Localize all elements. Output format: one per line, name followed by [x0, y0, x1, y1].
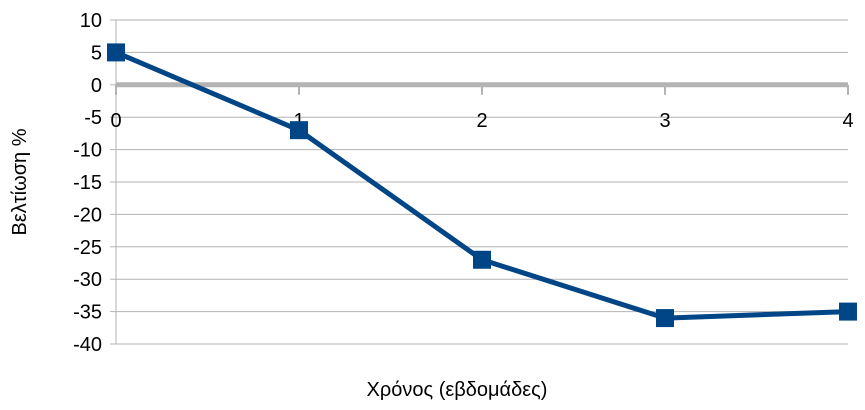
y-tick-labels: 10 5 0 -5 -10 -15 -20 -25 -30 -35 -40	[73, 10, 102, 356]
data-point-1	[290, 121, 308, 140]
y-tick-label--5: -5	[84, 107, 102, 129]
x-tick-label-3: 3	[659, 110, 670, 132]
y-tick-label-5: 5	[91, 42, 102, 64]
data-point-0	[107, 43, 125, 62]
data-point-4	[839, 302, 857, 321]
y-tick-label--20: -20	[73, 204, 102, 226]
y-tick-label-10: 10	[80, 10, 102, 32]
x-tick-label-1: 1	[293, 110, 304, 132]
y-tick-label--40: -40	[73, 334, 102, 356]
x-axis-label: Χρόνος (εβδομάδες)	[367, 379, 548, 401]
y-tick-label--30: -30	[73, 269, 102, 291]
x-tick-label-4: 4	[842, 110, 853, 132]
series-layer	[107, 43, 857, 328]
y-tick-label-0: 0	[91, 75, 102, 97]
y-tick-label--10: -10	[73, 140, 102, 162]
x-tick-label-0: 0	[110, 110, 121, 132]
x-tick-label-2: 2	[476, 110, 487, 132]
y-tick-label--25: -25	[73, 237, 102, 259]
y-axis-label: Βελτίωση %	[9, 128, 31, 235]
y-tick-label--15: -15	[73, 172, 102, 194]
axis-layer	[115, 20, 849, 344]
y-tick-label--35: -35	[73, 302, 102, 324]
data-point-3	[656, 309, 674, 328]
x-tick-labels: 0 1 2 3 4	[110, 110, 853, 132]
data-point-2	[473, 250, 491, 269]
grid-layer	[110, 19, 848, 345]
